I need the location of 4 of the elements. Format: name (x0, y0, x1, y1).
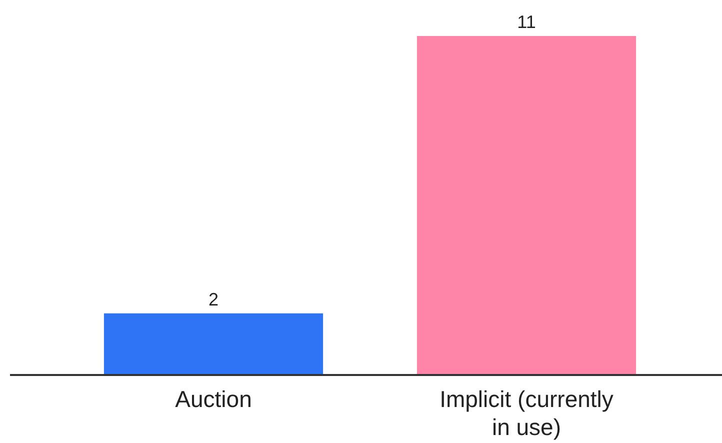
data-label: 2 (208, 289, 219, 310)
x-tick-label: Auction (175, 386, 252, 412)
data-label: 11 (517, 12, 536, 32)
x-tick-label: Implicit (currently in use) (440, 386, 614, 440)
